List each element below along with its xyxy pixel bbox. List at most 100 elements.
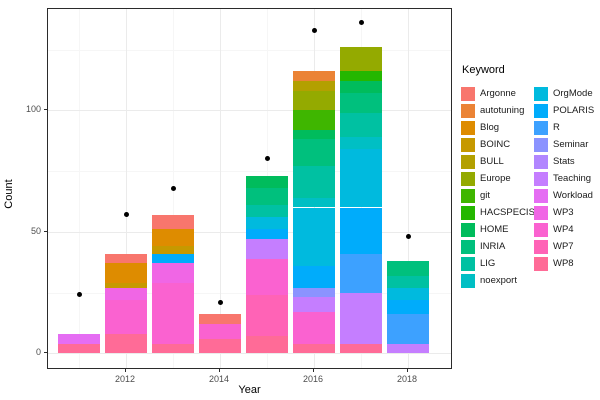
y-minor-gridline xyxy=(48,49,451,51)
bar-segment-WP4 xyxy=(199,324,241,339)
y-axis-title: Count xyxy=(3,179,15,209)
legend-swatch-noexport xyxy=(461,273,475,288)
bar-segment-WP8 xyxy=(340,343,382,354)
bar-segment-OrgMode xyxy=(293,207,335,266)
legend-swatch-Stats xyxy=(534,154,548,169)
bar-segment-Teaching xyxy=(340,292,382,344)
legend-label-noexport: noexport xyxy=(480,275,517,286)
legend-swatch-WP8 xyxy=(534,256,548,271)
y-major-gridline xyxy=(48,353,451,355)
bar-2013 xyxy=(152,9,194,368)
legend-swatch-BULL xyxy=(461,154,475,169)
legend-column-1: Argonne autotuning Blog BOINC BULL Europe git H… xyxy=(461,85,535,289)
legend-swatch-R xyxy=(534,120,548,135)
legend-item-git: git xyxy=(461,187,535,204)
legend-label-HACSPECIS: HACSPECIS xyxy=(480,207,535,218)
bar-segment-BOINC xyxy=(105,282,147,288)
legend-item-Europe: Europe xyxy=(461,170,535,187)
bar-segment-OrgMode xyxy=(246,217,288,230)
bar-segment-noexport xyxy=(293,197,335,208)
legend-label-OrgMode: OrgMode xyxy=(553,88,593,99)
bar-segment-WP8 xyxy=(152,343,194,354)
legend-label-Europe: Europe xyxy=(480,173,511,184)
y-tick-label: 0 xyxy=(35,347,41,358)
x-tick xyxy=(125,369,126,372)
x-tick xyxy=(407,369,408,372)
bar-segment-Blog xyxy=(152,229,194,247)
x-axis-title: Year xyxy=(238,384,261,396)
bar-2015 xyxy=(246,9,288,368)
legend-swatch-WP7 xyxy=(534,239,548,254)
legend-label-Teaching: Teaching xyxy=(553,173,592,184)
legend-swatch-POLARIS xyxy=(534,103,548,118)
bar-segment-Teaching xyxy=(387,343,429,354)
legend-item-Workload: Workload xyxy=(534,187,594,204)
legend-item-Seminar: Seminar xyxy=(534,136,594,153)
legend-item-WP7: WP7 xyxy=(534,238,594,255)
legend: Keyword Argonne autotuning Blog BOINC BULL Eu… xyxy=(461,64,599,288)
bar-2012 xyxy=(105,9,147,368)
y-major-gridline xyxy=(48,110,451,112)
bar-segment-Seminar xyxy=(293,287,335,298)
legend-label-Seminar: Seminar xyxy=(553,139,589,150)
legend-swatch-git xyxy=(461,188,475,203)
bar-segment-Teaching xyxy=(293,297,335,312)
bar-segment-Blog xyxy=(105,263,147,283)
legend-item-POLARIS: POLARIS xyxy=(534,102,594,119)
legend-label-HOME: HOME xyxy=(480,224,509,235)
legend-item-noexport: noexport xyxy=(461,272,535,289)
legend-label-autotuning: autotuning xyxy=(480,105,525,116)
bar-segment-noexport xyxy=(340,137,382,150)
x-tick-label: 2016 xyxy=(302,374,324,384)
bar-segment-POLARIS xyxy=(246,229,288,240)
bar-segment-HOME xyxy=(293,129,335,140)
bar-segment-WP8 xyxy=(293,343,335,354)
legend-item-WP3: WP3 xyxy=(534,204,594,221)
bar-segment-POLARIS xyxy=(152,253,194,264)
legend-swatch-HOME xyxy=(461,222,475,237)
bar-segment-OrgMode xyxy=(340,149,382,208)
legend-label-BULL: BULL xyxy=(480,156,504,167)
data-point-2013 xyxy=(170,185,176,191)
bar-segment-WP4 xyxy=(293,311,335,344)
legend-label-Workload: Workload xyxy=(553,190,593,201)
bar-segment-INRIA xyxy=(387,260,429,276)
legend-item-WP4: WP4 xyxy=(534,221,594,238)
legend-title: Keyword xyxy=(462,64,505,76)
y-tick xyxy=(44,352,47,354)
bar-2018 xyxy=(387,9,429,368)
legend-item-OrgMode: OrgMode xyxy=(534,85,594,102)
legend-item-Argonne: Argonne xyxy=(461,85,535,102)
legend-item-Stats: Stats xyxy=(534,153,594,170)
y-tick xyxy=(44,109,47,111)
legend-label-git: git xyxy=(480,190,491,201)
legend-swatch-Workload xyxy=(534,188,548,203)
bar-2011 xyxy=(58,9,100,368)
plot-panel xyxy=(47,8,452,369)
legend-label-POLARIS: POLARIS xyxy=(553,105,595,116)
bar-2016 xyxy=(293,9,335,368)
bar-segment-INRIA xyxy=(340,93,382,113)
legend-swatch-INRIA xyxy=(461,239,475,254)
legend-swatch-BOINC xyxy=(461,137,475,152)
legend-label-INRIA: INRIA xyxy=(480,241,506,252)
bar-segment-INRIA xyxy=(246,188,288,206)
bar-segment-R xyxy=(340,253,382,293)
bar-segment-HOME xyxy=(340,81,382,94)
legend-item-Teaching: Teaching xyxy=(534,170,594,187)
legend-label-LIG: LIG xyxy=(480,258,496,269)
data-point-2011 xyxy=(76,292,82,298)
bar-segment-WP3 xyxy=(105,287,147,300)
x-tick-label: 2014 xyxy=(208,374,230,384)
legend-swatch-Blog xyxy=(461,120,475,135)
legend-item-BULL: BULL xyxy=(461,153,535,170)
legend-swatch-OrgMode xyxy=(534,86,548,101)
bar-segment-POLARIS xyxy=(340,207,382,254)
x-tick xyxy=(313,369,314,372)
legend-label-WP4: WP4 xyxy=(553,224,574,235)
data-point-2017 xyxy=(358,20,364,26)
legend-label-BOINC: BOINC xyxy=(480,139,511,150)
bar-segment-BOINC xyxy=(152,246,194,254)
y-minor-gridline xyxy=(48,171,451,173)
